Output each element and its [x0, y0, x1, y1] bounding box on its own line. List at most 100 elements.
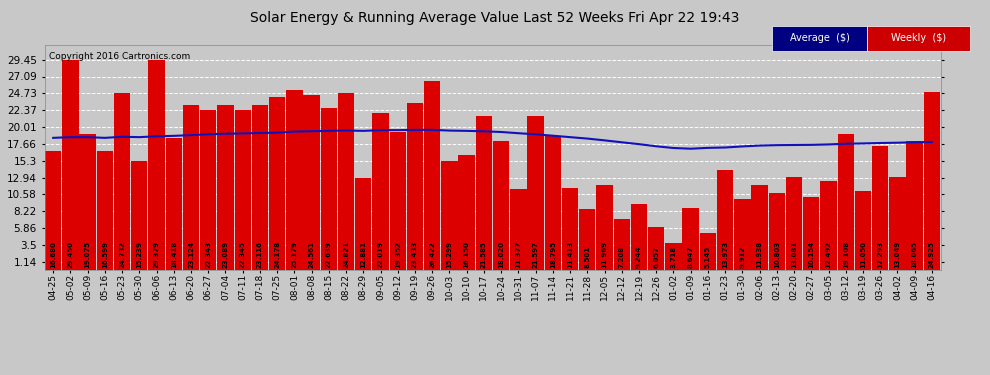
Text: 13.081: 13.081	[791, 241, 797, 268]
Text: Solar Energy & Running Average Value Last 52 Weeks Fri Apr 22 19:43: Solar Energy & Running Average Value Las…	[250, 11, 740, 25]
Text: Average  ($): Average ($)	[790, 33, 849, 44]
Bar	[217, 105, 234, 270]
Text: 25.179: 25.179	[291, 241, 297, 268]
Text: 11.050: 11.050	[860, 241, 866, 268]
Bar	[854, 191, 871, 270]
Bar	[631, 204, 647, 270]
Bar	[200, 110, 217, 270]
Text: 24.561: 24.561	[309, 241, 315, 268]
Bar	[768, 193, 785, 270]
Bar	[114, 93, 131, 270]
Text: 22.019: 22.019	[377, 241, 383, 268]
Bar	[510, 189, 527, 270]
Text: 17.293: 17.293	[877, 241, 883, 268]
Text: 9.244: 9.244	[636, 246, 642, 268]
Text: 11.969: 11.969	[602, 241, 608, 268]
Bar	[251, 105, 268, 270]
Bar	[235, 110, 250, 270]
Text: 5.145: 5.145	[705, 246, 711, 268]
Text: 9.912: 9.912	[740, 246, 745, 268]
Bar	[493, 141, 509, 270]
Bar	[872, 147, 888, 270]
Text: 24.821: 24.821	[344, 241, 349, 268]
Text: 12.881: 12.881	[360, 241, 366, 268]
Bar	[803, 198, 820, 270]
Bar	[45, 151, 61, 270]
Text: 18.795: 18.795	[549, 241, 555, 268]
Text: 13.973: 13.973	[722, 241, 728, 268]
Text: 18.418: 18.418	[170, 241, 177, 268]
Text: 15.299: 15.299	[446, 241, 452, 268]
Text: 16.150: 16.150	[463, 241, 469, 268]
Bar	[751, 185, 768, 270]
Text: 24.178: 24.178	[274, 241, 280, 268]
Bar	[476, 116, 492, 270]
Bar	[372, 113, 389, 270]
Bar	[717, 170, 734, 270]
Text: 18.020: 18.020	[498, 241, 504, 268]
Text: 19.075: 19.075	[84, 241, 91, 268]
Text: 23.124: 23.124	[188, 241, 194, 268]
Bar	[786, 177, 802, 270]
Bar	[889, 177, 906, 270]
Bar	[544, 136, 561, 270]
Bar	[528, 116, 544, 270]
Text: 11.938: 11.938	[756, 241, 762, 268]
Bar	[269, 97, 285, 270]
Text: 11.413: 11.413	[567, 241, 573, 268]
Text: 21.585: 21.585	[481, 241, 487, 268]
Text: Copyright 2016 Cartronics.com: Copyright 2016 Cartronics.com	[50, 52, 190, 61]
Bar	[79, 134, 96, 270]
Bar	[907, 141, 923, 270]
Bar	[596, 184, 613, 270]
Bar	[579, 209, 595, 270]
Text: 19.352: 19.352	[395, 241, 401, 268]
Text: 23.089: 23.089	[223, 241, 229, 268]
Bar	[286, 90, 303, 270]
Text: 10.154: 10.154	[808, 241, 815, 268]
Bar	[458, 154, 475, 270]
Text: 24.732: 24.732	[119, 241, 125, 268]
Bar	[648, 227, 664, 270]
Bar	[682, 208, 699, 270]
Bar	[665, 243, 682, 270]
Text: 7.208: 7.208	[619, 246, 625, 268]
Bar	[62, 60, 78, 270]
Text: 8.647: 8.647	[688, 246, 694, 268]
Text: 29.379: 29.379	[153, 241, 159, 268]
Text: 16.680: 16.680	[50, 241, 56, 268]
Bar	[165, 138, 182, 270]
Bar	[303, 94, 320, 270]
Text: 18.065: 18.065	[912, 241, 918, 268]
Bar	[821, 181, 837, 270]
Bar	[321, 108, 337, 270]
Bar	[390, 132, 406, 270]
Text: 6.057: 6.057	[653, 246, 659, 268]
Bar	[338, 93, 354, 270]
Text: 22.639: 22.639	[326, 241, 332, 268]
Bar	[924, 92, 940, 270]
Text: Weekly  ($): Weekly ($)	[891, 33, 946, 44]
Text: 23.116: 23.116	[257, 241, 263, 268]
Text: 23.433: 23.433	[412, 241, 418, 268]
Bar	[183, 105, 199, 270]
Bar	[355, 178, 371, 270]
Text: 24.925: 24.925	[929, 241, 935, 268]
Text: 11.377: 11.377	[516, 241, 522, 268]
Text: 19.108: 19.108	[842, 241, 848, 268]
Text: 21.597: 21.597	[533, 241, 539, 268]
Bar	[97, 152, 113, 270]
Bar	[614, 219, 630, 270]
Bar	[838, 134, 854, 270]
Text: 29.450: 29.450	[67, 241, 73, 268]
Text: 16.599: 16.599	[102, 241, 108, 268]
Text: 22.345: 22.345	[240, 241, 246, 268]
Bar	[407, 103, 423, 270]
Bar	[735, 199, 750, 270]
Bar	[442, 161, 457, 270]
Text: 12.492: 12.492	[826, 241, 832, 268]
Text: 13.049: 13.049	[894, 241, 901, 268]
Bar	[700, 233, 716, 270]
Bar	[562, 189, 578, 270]
Text: 10.803: 10.803	[774, 241, 780, 268]
